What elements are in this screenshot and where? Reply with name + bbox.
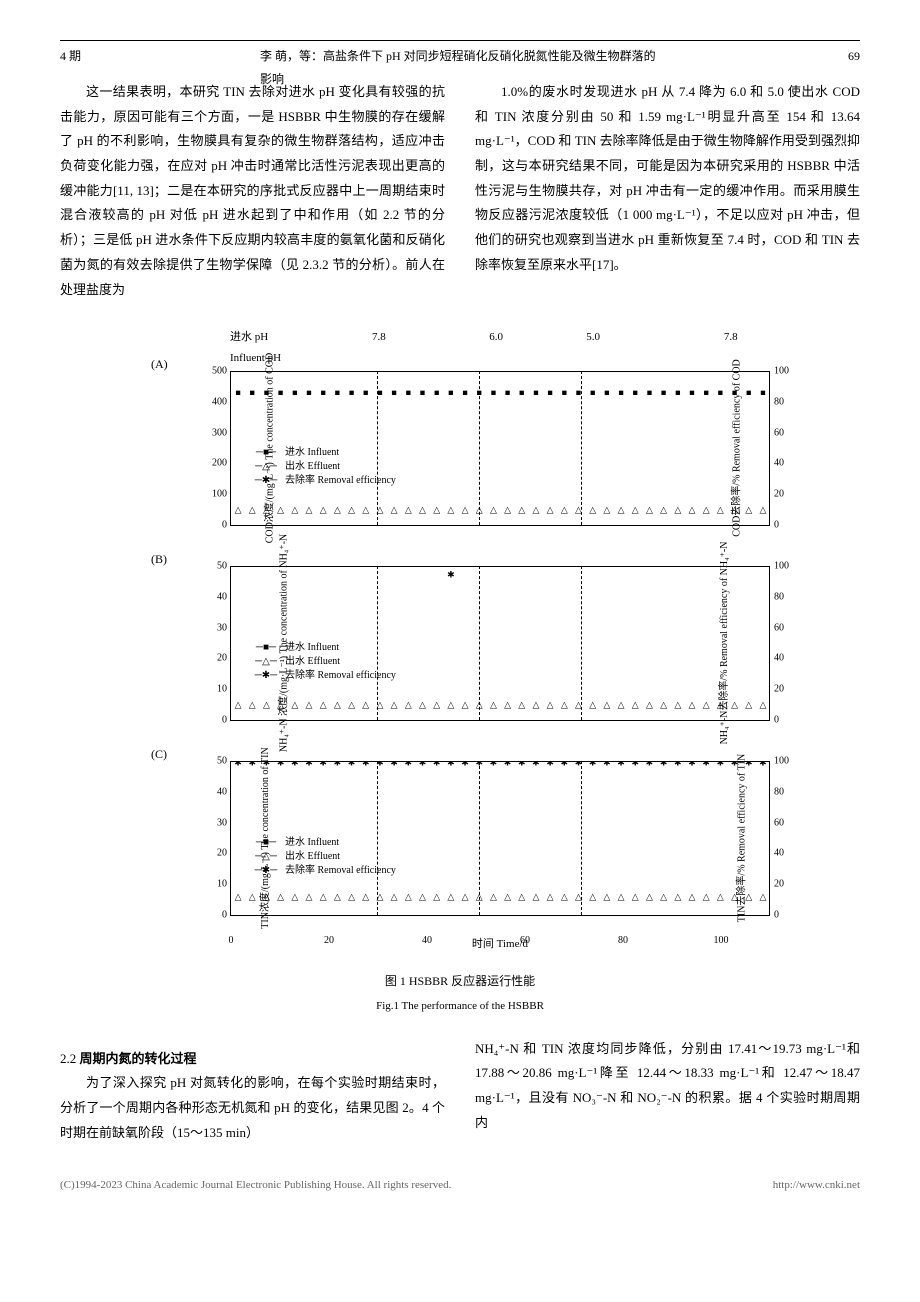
panel-a-yright-ticks: 020406080100 bbox=[774, 371, 800, 525]
legend-label-removal-b: 去除率 Removal efficiency bbox=[285, 669, 396, 683]
section-22-columns: 2.2 周期内氮的转化过程 为了深入探究 pH 对氮转化的影响，在每个实验时期结… bbox=[60, 1037, 860, 1146]
legend-label-influent-c: 进水 Influent bbox=[285, 836, 339, 850]
header-page: 69 bbox=[848, 45, 860, 68]
header-title: 李 萌，等：高盐条件下 pH 对同步短程硝化反硝化脱氮性能及微生物群落的影响 bbox=[260, 45, 660, 91]
legend-label-effluent-b: 出水 Effluent bbox=[285, 655, 340, 669]
panel-a-legend: ─■─ 进水 Influent ─△─ 出水 Effluent ─✱─ 去除率 Rem… bbox=[251, 446, 396, 488]
phase-val-0: 7.8 bbox=[310, 327, 448, 369]
phase-val-1: 6.0 bbox=[448, 327, 545, 369]
page-footer: (C)1994-2023 China Academic Journal Elec… bbox=[60, 1175, 860, 1196]
page-header: 4 期 李 萌，等：高盐条件下 pH 对同步短程硝化反硝化脱氮性能及微生物群落的… bbox=[60, 40, 860, 60]
panel-b-legend: ─■─ 进水 Influent ─△─ 出水 Effluent ─✱─ 去除率 Rem… bbox=[251, 641, 396, 683]
legend-sym-removal-b: ─✱─ bbox=[251, 669, 281, 683]
panel-c-legend: ─■─ 进水 Influent ─△─ 出水 Effluent ─✱─ 去除率 Rem… bbox=[251, 836, 396, 878]
legend-label-removal: 去除率 Removal efficiency bbox=[285, 474, 396, 488]
header-issue: 4 期 bbox=[60, 45, 81, 68]
legend-label-influent: 进水 Influent bbox=[285, 446, 339, 460]
panel-c-yright-ticks: 020406080100 bbox=[774, 761, 800, 915]
section-22-left: 2.2 周期内氮的转化过程 为了深入探究 pH 对氮转化的影响，在每个实验时期结… bbox=[60, 1037, 445, 1146]
panel-c-chart: (C) TIN浓度/(mg·L⁻¹) The concentration of … bbox=[230, 761, 770, 916]
footer-left: (C)1994-2023 China Academic Journal Elec… bbox=[60, 1175, 451, 1196]
section-22-left-p: 为了深入探究 pH 对氮转化的影响，在每个实验时期结束时，分析了一个周期内各种形… bbox=[60, 1071, 445, 1145]
legend-sym-influent-b: ─■─ bbox=[251, 641, 281, 655]
legend-label-effluent-c: 出水 Effluent bbox=[285, 850, 340, 864]
figure-caption-en: Fig.1 The performance of the HSBBR bbox=[60, 996, 860, 1017]
right-col-p1: 1.0%的废水时发现进水 pH 从 7.4 降为 6.0 和 5.0 使出水 C… bbox=[475, 80, 860, 278]
left-column: 这一结果表明，本研究 TIN 去除对进水 pH 变化具有较强的抗击能力，原因可能… bbox=[60, 80, 445, 302]
panel-b-label: (B) bbox=[151, 548, 167, 571]
legend-sym-effluent-c: ─△─ bbox=[251, 850, 281, 864]
phase-header-cn: 进水 pH bbox=[230, 327, 310, 348]
section-22-right: NH₄⁺-N 和 TIN 浓度均同步降低，分别由 17.41～19.73 mg·… bbox=[475, 1037, 860, 1146]
legend-label-removal-c: 去除率 Removal efficiency bbox=[285, 864, 396, 878]
figure-1: 进水 pH Influent pH 7.8 6.0 5.0 7.8 (A) CO… bbox=[60, 327, 860, 1016]
legend-label-influent-b: 进水 Influent bbox=[285, 641, 339, 655]
section-22-right-p: NH₄⁺-N 和 TIN 浓度均同步降低，分别由 17.41～19.73 mg·… bbox=[475, 1037, 860, 1136]
panel-c-label: (C) bbox=[151, 743, 167, 766]
legend-sym-effluent: ─△─ bbox=[251, 460, 281, 474]
legend-sym-removal-c: ─✱─ bbox=[251, 864, 281, 878]
section-22-heading: 2.2 周期内氮的转化过程 bbox=[60, 1047, 445, 1072]
footer-right: http://www.cnki.net bbox=[773, 1175, 860, 1196]
figure-caption-cn: 图 1 HSBBR 反应器运行性能 bbox=[385, 974, 535, 988]
panel-b-yright-ticks: 020406080100 bbox=[774, 566, 800, 720]
legend-sym-influent-c: ─■─ bbox=[251, 836, 281, 850]
panel-b-chart: (B) NH₄⁺-N 浓度/(mg·L⁻¹) The concentration… bbox=[230, 566, 770, 721]
legend-sym-removal: ─✱─ bbox=[251, 474, 281, 488]
legend-sym-influent: ─■─ bbox=[251, 446, 281, 460]
legend-label-effluent: 出水 Effluent bbox=[285, 460, 340, 474]
right-column: 1.0%的废水时发现进水 pH 从 7.4 降为 6.0 和 5.0 使出水 C… bbox=[475, 80, 860, 302]
figure-caption: 图 1 HSBBR 反应器运行性能 Fig.1 The performance … bbox=[60, 970, 860, 1017]
panel-a-yleft-ticks: 0100200300400500 bbox=[201, 371, 227, 525]
legend-sym-effluent-b: ─△─ bbox=[251, 655, 281, 669]
panel-a-chart: (A) COD浓度/(mg·L⁻¹) The concentration of … bbox=[230, 371, 770, 526]
panel-b-yleft-ticks: 01020304050 bbox=[201, 566, 227, 720]
body-top-columns: 这一结果表明，本研究 TIN 去除对进水 pH 变化具有较强的抗击能力，原因可能… bbox=[60, 80, 860, 302]
panel-a-label: (A) bbox=[151, 353, 168, 376]
panel-c-yleft-ticks: 01020304050 bbox=[201, 761, 227, 915]
phase-val-2: 5.0 bbox=[545, 327, 642, 369]
left-col-p1: 这一结果表明，本研究 TIN 去除对进水 pH 变化具有较强的抗击能力，原因可能… bbox=[60, 80, 445, 302]
x-axis-label: 时间 Time/d bbox=[230, 934, 770, 955]
